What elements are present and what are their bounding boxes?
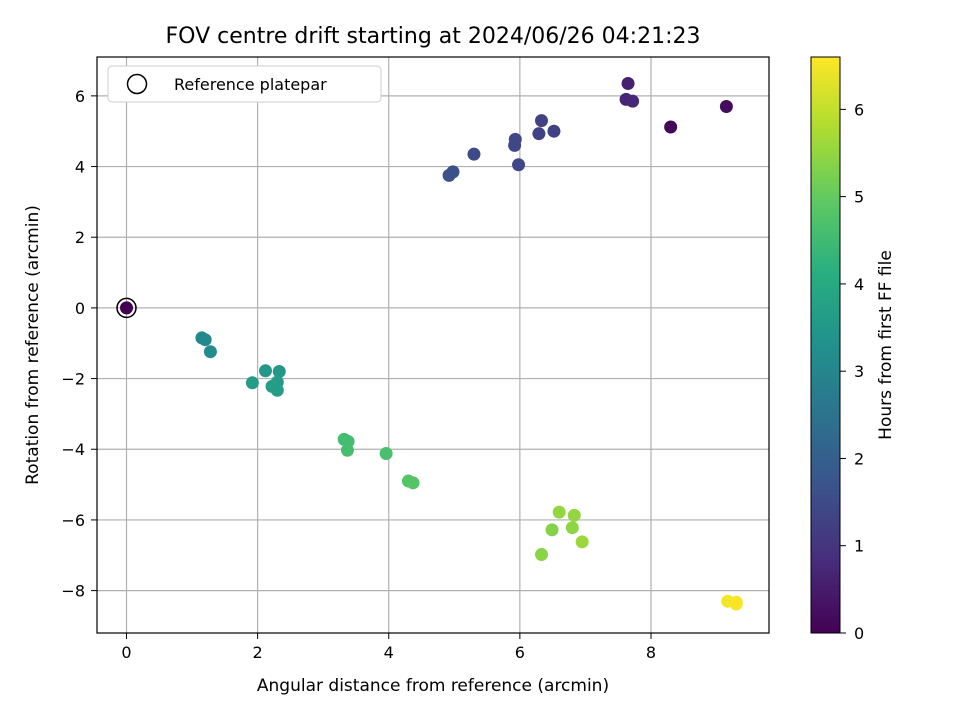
colorbar-tick-label: 0 bbox=[854, 624, 864, 643]
scatter-point bbox=[258, 364, 272, 378]
scatter-point bbox=[535, 548, 549, 562]
colorbar-ticks: 0 1 2 3 4 5 6 bbox=[840, 100, 864, 643]
y-tick-label: −2 bbox=[61, 370, 85, 389]
scatter-point bbox=[545, 523, 559, 537]
scatter-point bbox=[565, 521, 579, 535]
y-tick-label: −8 bbox=[61, 582, 85, 601]
scatter-point bbox=[575, 535, 589, 549]
x-tick-label: 4 bbox=[384, 643, 394, 662]
x-tick-label: 8 bbox=[646, 643, 656, 662]
scatter-point bbox=[245, 376, 259, 390]
y-axis-label: Rotation from reference (arcmin) bbox=[23, 205, 43, 485]
y-tick-label: 0 bbox=[75, 299, 85, 318]
legend-open-circle-icon bbox=[126, 73, 148, 95]
colorbar-label: Hours from first FF file bbox=[876, 250, 896, 440]
chart-title: FOV centre drift starting at 2024/06/26 … bbox=[166, 24, 701, 49]
scatter-points bbox=[120, 77, 743, 611]
x-tick-label: 6 bbox=[515, 643, 525, 662]
scatter-point bbox=[547, 124, 561, 138]
colorbar-tick-label: 6 bbox=[854, 100, 864, 119]
scatter-point bbox=[340, 443, 354, 457]
y-tick-label: 4 bbox=[75, 158, 85, 177]
legend-box bbox=[107, 65, 382, 103]
legend: Reference platepar bbox=[107, 65, 382, 103]
x-tick-label: 0 bbox=[121, 643, 131, 662]
scatter-point bbox=[270, 383, 284, 397]
scatter-point bbox=[729, 597, 743, 611]
y-tick-label: 6 bbox=[75, 87, 85, 106]
x-axis-label: Angular distance from reference (arcmin) bbox=[257, 676, 609, 696]
colorbar-tick-label: 5 bbox=[854, 188, 864, 207]
scatter-point bbox=[442, 168, 456, 182]
scatter-point bbox=[626, 94, 640, 108]
y-tick-label: 2 bbox=[75, 228, 85, 247]
colorbar-tick-label: 4 bbox=[854, 275, 864, 294]
scatter-point bbox=[508, 138, 522, 152]
colorbar-tick-label: 3 bbox=[854, 362, 864, 381]
scatter-point bbox=[272, 365, 286, 379]
colorbar: 0 1 2 3 4 5 6 Hours from first FF file bbox=[810, 56, 896, 643]
x-tick-label: 2 bbox=[253, 643, 263, 662]
scatter-point bbox=[406, 476, 420, 490]
scatter-point bbox=[567, 508, 581, 522]
colorbar-tick-label: 1 bbox=[854, 537, 864, 556]
scatter-point bbox=[664, 120, 678, 134]
scatter-point bbox=[379, 446, 393, 460]
scatter-point bbox=[719, 99, 733, 113]
y-tick-label: −6 bbox=[61, 511, 85, 530]
scatter-point bbox=[621, 77, 635, 91]
plot-frame bbox=[96, 56, 770, 634]
scatter-point bbox=[532, 127, 546, 141]
scatter-point bbox=[467, 147, 481, 161]
plot-background bbox=[97, 57, 769, 633]
scatter-point bbox=[198, 333, 212, 347]
scatter-point bbox=[120, 301, 134, 315]
scatter-point bbox=[552, 505, 566, 519]
legend-label: Reference platepar bbox=[174, 75, 327, 94]
plot-area: 0 2 4 6 8 −8 −6 −4 −2 0 2 4 6 bbox=[61, 56, 770, 662]
y-tick-label: −4 bbox=[61, 440, 85, 459]
scatter-point bbox=[512, 158, 526, 172]
reference-platepar-marker bbox=[116, 297, 137, 319]
axis-ticks: 0 2 4 6 8 −8 −6 −4 −2 0 2 4 6 bbox=[61, 87, 656, 662]
scatter-point bbox=[203, 345, 217, 359]
grid bbox=[97, 57, 769, 633]
scatter-point bbox=[535, 114, 549, 128]
colorbar-gradient bbox=[810, 56, 841, 634]
colorbar-tick-label: 2 bbox=[854, 449, 864, 468]
